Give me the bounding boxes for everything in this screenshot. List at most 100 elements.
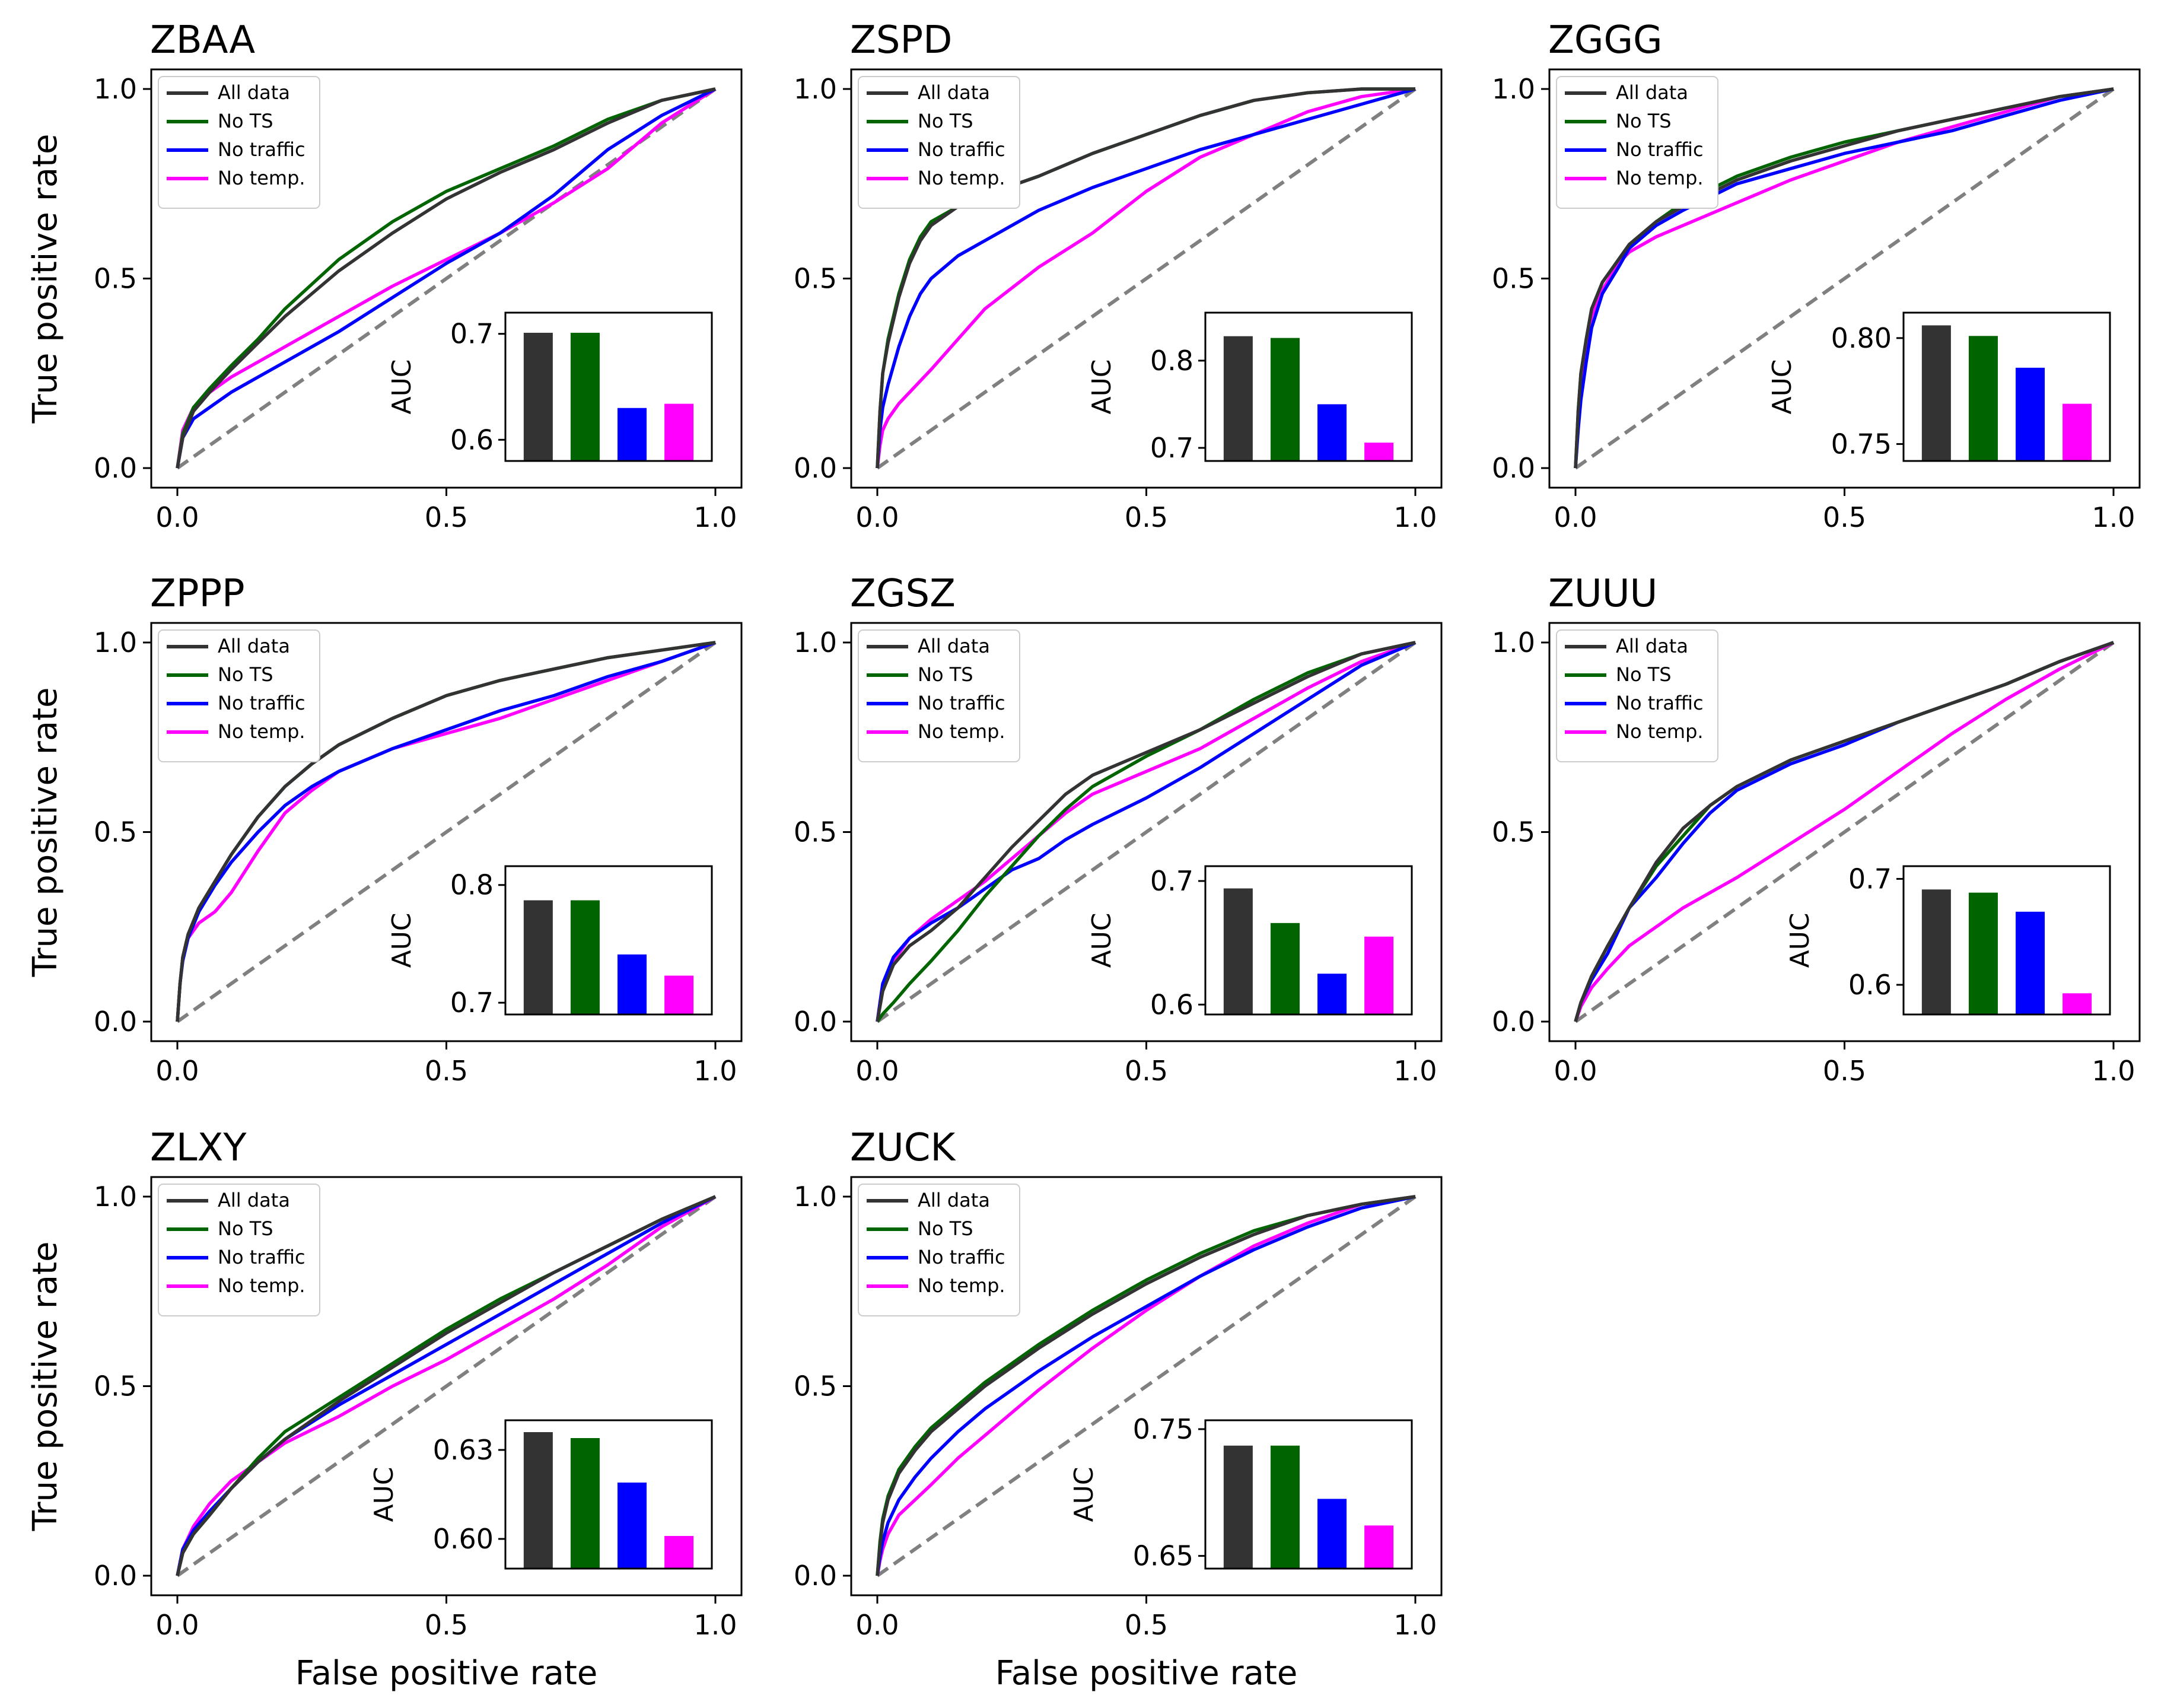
panel-title: ZUCK (850, 1126, 956, 1170)
auc-bar-no-temp (1364, 936, 1394, 1014)
y-tick-label: 0.0 (794, 1560, 837, 1592)
auc-bar-all-data (523, 1432, 553, 1569)
legend-label: No TS (218, 110, 273, 132)
y-tick-label: 1.0 (794, 1181, 837, 1213)
panel-title: ZLXY (150, 1126, 247, 1170)
legend-label: All data (218, 81, 290, 104)
auc-inset: 0.6 0.7 AUC (1785, 863, 2111, 1016)
x-tick-label: 1.0 (1393, 1055, 1437, 1087)
auc-bar-no-temp (2062, 403, 2092, 461)
legend: All data No TS No traffic No temp. (158, 76, 320, 209)
auc-bar-no-temp (1364, 443, 1394, 461)
legend-label: All data (1616, 635, 1688, 657)
inset-y-tick-label: 0.75 (1831, 428, 1892, 460)
auc-bar-no-traffic (618, 1483, 647, 1569)
auc-bar-no-traffic (1317, 404, 1347, 461)
y-tick-label: 1.0 (794, 73, 837, 105)
legend-label: All data (918, 81, 990, 104)
x-axis-label: False positive rate (995, 1654, 1298, 1693)
legend-label: No traffic (918, 1246, 1005, 1268)
legend-label: No TS (218, 1217, 273, 1240)
legend: All data No TS No traffic No temp. (858, 76, 1020, 209)
auc-bar-no-traffic (1317, 1499, 1347, 1569)
inset-y-tick-label: 0.7 (450, 318, 494, 350)
legend-label: No traffic (918, 138, 1005, 161)
x-tick-label: 0.0 (155, 501, 199, 533)
auc-bar-no-temp (664, 403, 694, 461)
auc-bar-all-data (1921, 889, 1951, 1014)
roc-curve-all-data (876, 641, 1416, 1022)
y-tick-label: 0.0 (94, 1006, 137, 1038)
x-tick-label: 1.0 (1393, 1609, 1437, 1641)
legend-label: No temp. (918, 167, 1005, 189)
inset-y-tick-label: 0.60 (433, 1523, 494, 1555)
roc-curve-all-data (176, 641, 716, 1022)
x-tick-label: 1.0 (693, 1609, 737, 1641)
diagonal-reference-line (876, 1195, 1417, 1577)
auc-bar-no-traffic (1317, 974, 1347, 1014)
auc-bar-no-temp (664, 975, 694, 1014)
diagonal-reference-line (176, 1195, 717, 1577)
inset-y-tick-label: 0.6 (1150, 988, 1193, 1020)
legend-label: All data (218, 1189, 290, 1211)
legend-label: No temp. (918, 720, 1005, 743)
inset-y-axis-label: AUC (387, 912, 417, 968)
auc-bar-no-traffic (618, 408, 647, 461)
inset-y-tick-label: 0.7 (1150, 865, 1193, 897)
x-tick-label: 1.0 (2092, 501, 2135, 533)
y-tick-label: 0.5 (94, 1370, 137, 1402)
auc-inset: 0.6 0.7 AUC (387, 311, 713, 462)
roc-panel-zggg: ZGGG 0.0 0.5 1.0 0.0 0.5 1.0 All data No TS No tr… (1492, 18, 2141, 533)
auc-inset: 0.75 0.80 AUC (1767, 311, 2111, 462)
roc-curve-no-temp (876, 1195, 1416, 1576)
y-axis-label: True positive rate (26, 688, 65, 978)
x-tick-label: 0.5 (1823, 501, 1866, 533)
auc-bar-no-traffic (618, 954, 647, 1014)
y-tick-label: 1.0 (94, 1181, 137, 1213)
legend-box (158, 629, 320, 762)
legend-label: No TS (918, 1217, 973, 1240)
x-tick-label: 1.0 (693, 501, 737, 533)
inset-frame (504, 311, 713, 462)
x-tick-label: 0.5 (425, 1609, 468, 1641)
x-tick-label: 1.0 (1393, 501, 1437, 533)
y-axis-label: True positive rate (26, 134, 65, 424)
auc-bar-no-temp (1364, 1525, 1394, 1569)
roc-curve-no-traffic (876, 87, 1416, 469)
legend-label: No temp. (218, 1274, 305, 1297)
auc-bar-no-ts (570, 900, 600, 1014)
legend-box (1556, 76, 1718, 209)
panel-title: ZGGG (1548, 18, 1663, 62)
roc-curve-no-traffic (176, 1195, 717, 1576)
inset-frame (504, 1419, 713, 1570)
auc-bar-no-traffic (2016, 911, 2045, 1014)
roc-panel-zbaa: ZBAA 0.0 0.5 1.0 0.0 0.5 1.0 True positive rate… (26, 18, 743, 533)
inset-y-tick-label: 0.8 (1150, 345, 1193, 377)
roc-panel-zuuu: ZUUU 0.0 0.5 1.0 0.0 0.5 1.0 All data No TS No tr… (1492, 572, 2141, 1087)
diagonal-reference-line (176, 641, 717, 1023)
inset-y-axis-label: AUC (1069, 1467, 1099, 1522)
legend-box (1556, 629, 1718, 762)
legend-label: No traffic (218, 138, 305, 161)
panel-title: ZBAA (150, 18, 255, 62)
auc-bar-no-traffic (2016, 367, 2045, 461)
legend-label: No traffic (218, 692, 305, 714)
inset-y-axis-label: AUC (1785, 912, 1815, 968)
inset-frame (1902, 865, 2111, 1016)
x-tick-label: 0.0 (155, 1609, 199, 1641)
auc-inset: 0.60 0.63 AUC (369, 1419, 713, 1570)
y-tick-label: 0.5 (94, 263, 137, 295)
legend: All data No TS No traffic No temp. (1556, 76, 1718, 209)
inset-y-tick-label: 0.63 (433, 1434, 494, 1466)
legend-label: No TS (918, 110, 973, 132)
y-tick-label: 0.0 (94, 1560, 137, 1592)
auc-bar-no-ts (1968, 892, 1998, 1014)
auc-inset: 0.65 0.75 AUC (1069, 1413, 1413, 1572)
y-tick-label: 0.5 (1492, 263, 1535, 295)
x-axis-label: False positive rate (295, 1654, 598, 1693)
x-tick-label: 0.0 (155, 1055, 199, 1087)
legend-label: All data (918, 1189, 990, 1211)
inset-frame (1204, 865, 1413, 1016)
auc-bar-no-ts (1270, 338, 1300, 461)
legend: All data No TS No traffic No temp. (858, 1184, 1020, 1316)
